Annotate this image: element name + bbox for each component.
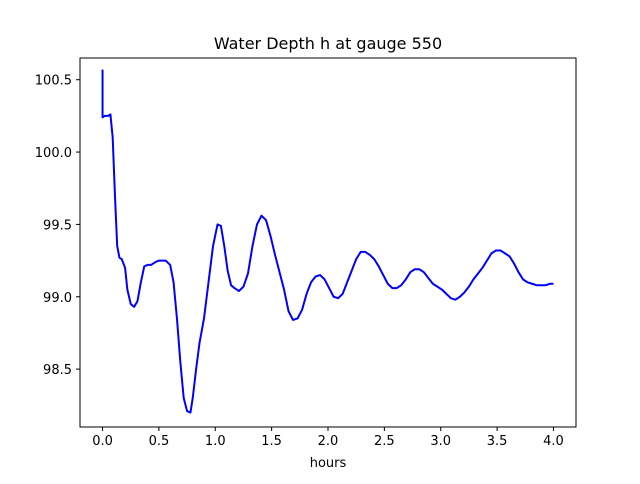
x-tick-label: 3.0 — [430, 434, 451, 449]
x-tick-label: 2.0 — [318, 434, 339, 449]
y-tick-label: 100.5 — [35, 74, 72, 89]
y-tick-label: 99.5 — [43, 218, 72, 233]
y-tick-label: 99.0 — [43, 291, 72, 306]
plot-area: 0.0 0.5 1.0 1.5 2.0 2.5 3.0 3.5 4.0 98.5 99.0 99.5 1… — [35, 57, 577, 449]
series-line-0 — [101, 69, 554, 414]
x-tick-label: 3.5 — [487, 434, 508, 449]
y-tick-label: 98.5 — [43, 363, 72, 378]
x-tick-label: 0.5 — [149, 434, 170, 449]
y-tick-label: 100.0 — [35, 146, 72, 161]
x-tick-label: 4.0 — [543, 434, 564, 449]
x-tick-label: 1.5 — [261, 434, 282, 449]
chart-title: Water Depth h at gauge 550 — [214, 34, 442, 53]
x-tick-label: 0.0 — [92, 434, 113, 449]
x-tick-label: 1.0 — [205, 434, 226, 449]
x-tick-label: 2.5 — [374, 434, 395, 449]
x-axis-label: hours — [310, 456, 347, 471]
